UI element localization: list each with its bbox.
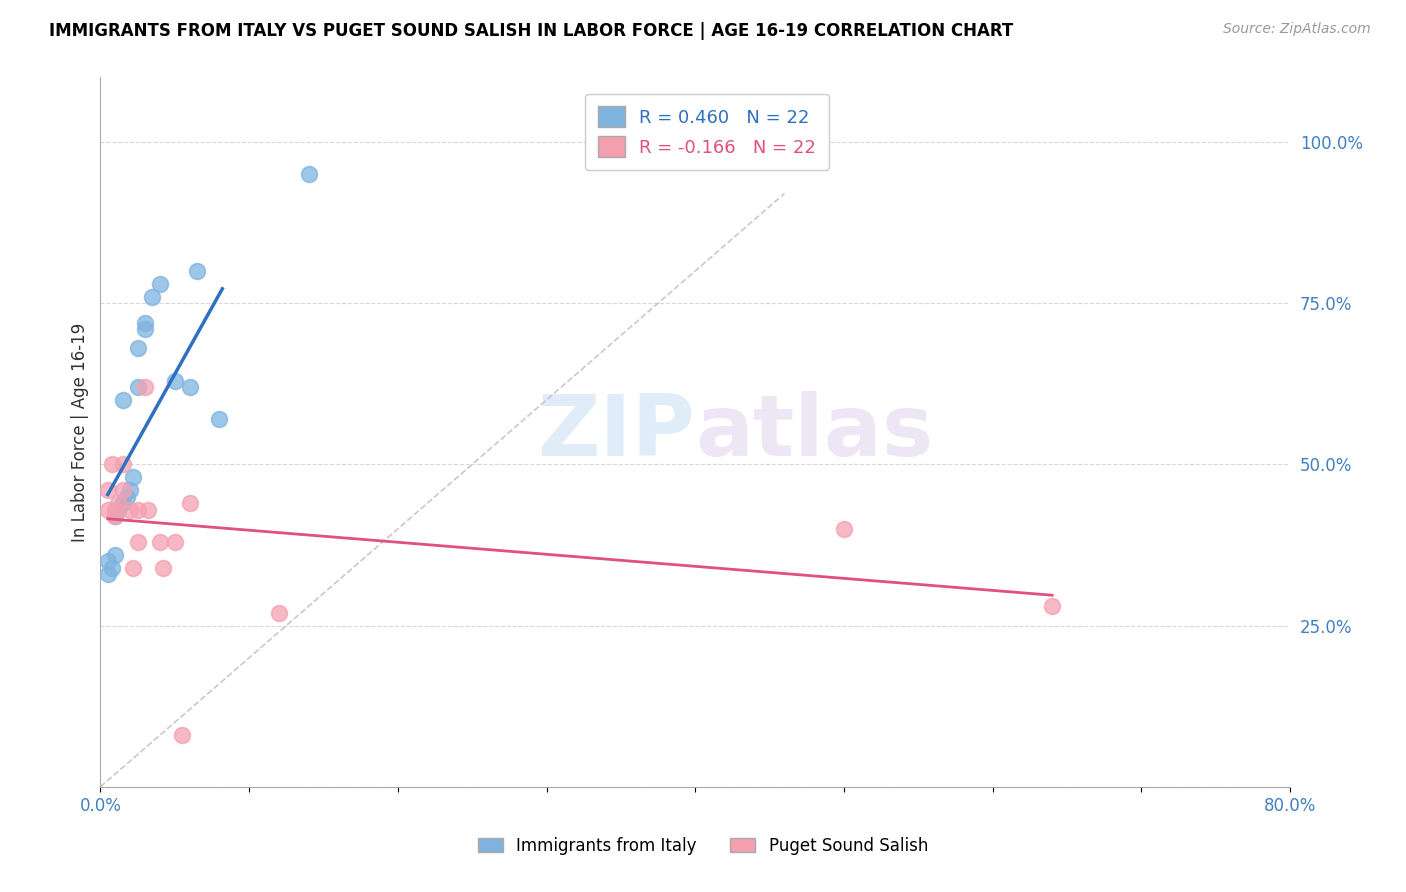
Point xyxy=(111,483,134,498)
Point xyxy=(186,264,208,278)
Legend: R = 0.460   N = 22, R = -0.166   N = 22: R = 0.460 N = 22, R = -0.166 N = 22 xyxy=(585,94,830,169)
Point xyxy=(134,380,156,394)
Point xyxy=(163,374,186,388)
Legend: Immigrants from Italy, Puget Sound Salish: Immigrants from Italy, Puget Sound Salis… xyxy=(471,830,935,862)
Text: atlas: atlas xyxy=(695,391,934,474)
Text: ZIP: ZIP xyxy=(537,391,695,474)
Point xyxy=(127,534,149,549)
Point xyxy=(115,490,138,504)
Point xyxy=(120,502,142,516)
Point xyxy=(297,167,319,181)
Point xyxy=(97,502,120,516)
Point xyxy=(104,502,127,516)
Point xyxy=(163,534,186,549)
Point xyxy=(111,458,134,472)
Point xyxy=(208,412,231,426)
Point xyxy=(107,496,129,510)
Point xyxy=(1040,599,1063,614)
Point xyxy=(141,290,163,304)
Point xyxy=(101,458,124,472)
Point xyxy=(107,502,129,516)
Text: Source: ZipAtlas.com: Source: ZipAtlas.com xyxy=(1223,22,1371,37)
Point xyxy=(127,341,149,355)
Text: IMMIGRANTS FROM ITALY VS PUGET SOUND SALISH IN LABOR FORCE | AGE 16-19 CORRELATI: IMMIGRANTS FROM ITALY VS PUGET SOUND SAL… xyxy=(49,22,1014,40)
Point xyxy=(97,554,120,568)
Point xyxy=(134,322,156,336)
Point xyxy=(832,522,855,536)
Point xyxy=(127,502,149,516)
Point xyxy=(172,728,194,742)
Point xyxy=(149,277,172,291)
Point xyxy=(104,508,127,523)
Point xyxy=(104,508,127,523)
Point xyxy=(127,380,149,394)
Point xyxy=(122,470,145,484)
Point xyxy=(152,560,174,574)
Y-axis label: In Labor Force | Age 16-19: In Labor Force | Age 16-19 xyxy=(72,323,89,541)
Point xyxy=(122,560,145,574)
Point xyxy=(97,567,120,582)
Point xyxy=(104,548,127,562)
Point xyxy=(267,606,290,620)
Point xyxy=(101,560,124,574)
Point xyxy=(179,496,201,510)
Point xyxy=(134,316,156,330)
Point xyxy=(111,392,134,407)
Point xyxy=(111,496,134,510)
Point xyxy=(179,380,201,394)
Point xyxy=(149,534,172,549)
Point xyxy=(120,483,142,498)
Point xyxy=(97,483,120,498)
Point xyxy=(136,502,159,516)
